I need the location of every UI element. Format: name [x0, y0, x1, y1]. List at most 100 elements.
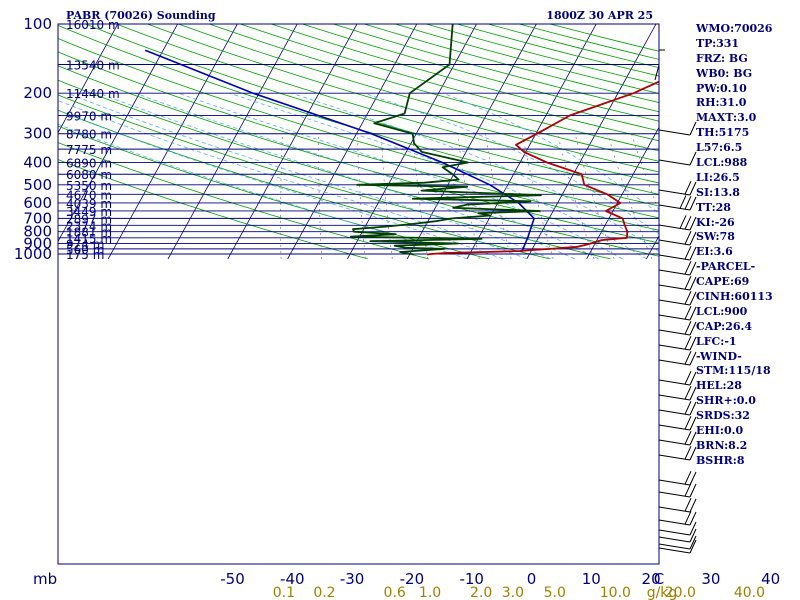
pressure-tick-label: 500 [23, 176, 52, 194]
dry-adiabat-line [58, 38, 659, 219]
pressure-tick-label: 100 [23, 15, 52, 33]
index-value: BRN:8.2 [696, 438, 748, 452]
wind-barb-flag [684, 180, 692, 195]
index-value: PW:0.10 [696, 81, 747, 95]
wind-barb [658, 284, 691, 291]
isotherm-line [58, 24, 119, 134]
mixing-ratio-label: 20.0 [665, 585, 696, 600]
pressure-tick-label: 300 [23, 125, 52, 143]
wind-barb-flag [679, 215, 687, 229]
index-value: TH:5175 [696, 126, 750, 140]
wind-barb-flag [689, 539, 697, 554]
mixing-ratio-line [457, 133, 480, 260]
wind-barb-flag [684, 510, 692, 525]
dry-adiabat-line [302, 24, 659, 122]
wind-barb-flag [689, 246, 697, 261]
wind-barb-flag [684, 350, 692, 365]
parcel-trace [144, 49, 535, 253]
mixing-ratio-line [412, 133, 429, 259]
temperature-tick-label: 20 [642, 570, 661, 588]
wind-barbs [654, 49, 697, 554]
dry-adiabat-line [116, 24, 659, 184]
wind-barb-flag [684, 430, 692, 445]
temperature-trace [426, 80, 659, 256]
index-value: LCL:988 [696, 156, 748, 170]
index-value: BSHR:8 [696, 453, 745, 467]
mixing-ratio-line [574, 133, 615, 260]
pressure-tick-label: 600 [23, 194, 52, 212]
wind-barb-flag [684, 385, 692, 400]
isotherm-line [167, 24, 298, 260]
height-label: 1415 m [66, 232, 112, 246]
index-value: TT:28 [696, 200, 731, 214]
index-value: TP:331 [696, 36, 740, 50]
moist-adiabat-line [291, 92, 659, 252]
index-value: MAXT:3.0 [696, 111, 757, 125]
wind-barb [658, 454, 691, 461]
index-value: -WIND- [696, 349, 742, 363]
wind-barb-flag [689, 306, 697, 321]
dry-adiabat-line [58, 159, 368, 260]
pressure-axis-label: mb [33, 570, 57, 588]
height-label: 13540 m [66, 59, 120, 73]
height-label: 4039 m [66, 197, 112, 211]
height-label: 3449 m [66, 205, 112, 219]
wind-barb-flag [689, 521, 697, 536]
wind-barb-flag [689, 386, 697, 401]
wind-barb-flag [689, 498, 697, 513]
wind-barb [658, 359, 691, 366]
wind-barb [658, 394, 691, 401]
wind-barb-flag [679, 195, 687, 209]
wind-barb [658, 479, 691, 486]
mixing-ratio-label: 2.0 [470, 585, 492, 600]
height-label: 2897 m [66, 212, 112, 226]
wind-barb-flag [684, 335, 692, 350]
height-label: 1881 m [66, 226, 112, 240]
wind-barb-flag [689, 196, 697, 211]
wind-barb [658, 543, 691, 550]
wind-barb-flag [689, 431, 697, 446]
index-value: SW:78 [696, 230, 735, 244]
isotherm-line [406, 24, 537, 260]
wind-barb [658, 506, 691, 513]
wind-barb [658, 254, 691, 261]
wind-barb-flag [684, 497, 692, 512]
height-label: 4670 m [66, 188, 112, 202]
height-label: 6080 m [66, 168, 112, 182]
height-label: 8780 m [66, 128, 112, 142]
wind-barb [658, 314, 691, 321]
wind-barb-flag [689, 216, 697, 231]
isotherm-line [287, 24, 418, 260]
mixing-ratio-line [631, 133, 659, 212]
dry-adiabat-line [58, 142, 429, 260]
mixing-ratio-line [380, 133, 393, 259]
moist-adiabat-line [98, 92, 575, 260]
wind-barb-flag [684, 245, 692, 260]
moist-adiabat-line [58, 100, 527, 260]
height-label: 2374 m [66, 219, 112, 233]
wind-barb-flag [689, 535, 697, 550]
wind-barb-flag [684, 230, 692, 245]
pressure-tick-label: 200 [23, 84, 52, 102]
dry-adiabat-line [58, 94, 611, 260]
wind-barb-flag [689, 231, 697, 246]
temperature-tick-label: 30 [701, 570, 720, 588]
mixing-ratio-line [357, 133, 366, 259]
mixing-ratio-label: 3.0 [502, 585, 524, 600]
wind-barb-flag [684, 290, 692, 305]
grid-layer [58, 24, 659, 260]
wind-barb [658, 224, 691, 231]
plot-background [58, 24, 659, 564]
wind-barb-flag [684, 195, 692, 210]
pressure-tick-label: 900 [23, 234, 52, 252]
wind-barb [658, 424, 691, 431]
wind-barb [658, 547, 691, 554]
moist-adiabat-line [135, 92, 599, 260]
height-label: 6890 m [66, 156, 112, 170]
moist-adiabat-line [178, 92, 623, 260]
pressure-tick-label: 700 [23, 209, 52, 227]
mixing-ratio-line [485, 133, 512, 259]
mixing-ratio-line [280, 133, 283, 259]
wind-barb-flag [689, 416, 697, 431]
